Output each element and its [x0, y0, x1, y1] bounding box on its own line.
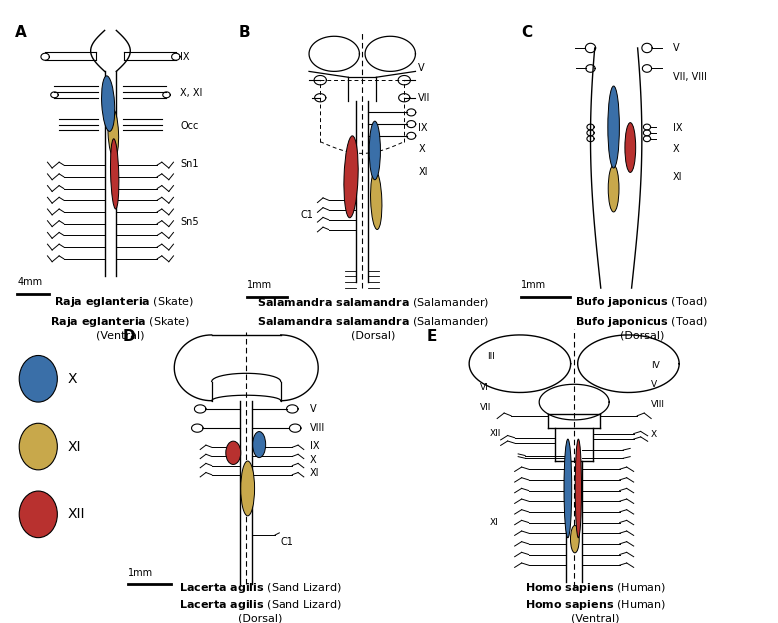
Text: XII: XII: [68, 507, 85, 521]
Text: $\mathbf{Salamandra\ salamandra}$ (Salamander): $\mathbf{Salamandra\ salamandra}$ (Salam…: [258, 315, 489, 328]
Text: III: III: [487, 353, 495, 361]
Text: E: E: [427, 330, 437, 345]
Text: VII, VIII: VII, VIII: [673, 72, 706, 82]
Ellipse shape: [575, 439, 581, 538]
Text: X: X: [310, 455, 316, 465]
Text: $\mathbf{Bufo\ japonicus}$ (Toad): $\mathbf{Bufo\ japonicus}$ (Toad): [575, 315, 709, 328]
Text: IX: IX: [310, 441, 319, 451]
Text: $\mathbf{Raja\ eglanteria}$ (Skate): $\mathbf{Raja\ eglanteria}$ (Skate): [51, 315, 191, 328]
Text: XII: XII: [490, 429, 502, 438]
Text: XI: XI: [673, 172, 682, 182]
Ellipse shape: [240, 461, 254, 516]
Text: $\mathbf{Lacerta\ agilis}$ (Sand Lizard): $\mathbf{Lacerta\ agilis}$ (Sand Lizard): [179, 581, 342, 596]
Ellipse shape: [102, 76, 114, 131]
Text: V: V: [651, 380, 657, 389]
Text: Sn1: Sn1: [180, 159, 199, 169]
Text: XI: XI: [310, 468, 319, 478]
Text: X: X: [651, 430, 657, 439]
Text: IX: IX: [419, 123, 428, 133]
Text: B: B: [239, 24, 251, 39]
Text: $\mathbf{Salamandra\ salamandra}$ (Salamander): $\mathbf{Salamandra\ salamandra}$ (Salam…: [258, 295, 489, 308]
Text: IV: IV: [651, 361, 660, 369]
Text: 1mm: 1mm: [247, 280, 272, 290]
Text: $\mathbf{Raja\ eglanteria}$ (Skate): $\mathbf{Raja\ eglanteria}$ (Skate): [54, 295, 194, 308]
Text: VIII: VIII: [310, 423, 325, 433]
Text: $\mathbf{Lacerta\ agilis}$ (Sand Lizard): $\mathbf{Lacerta\ agilis}$ (Sand Lizard): [179, 598, 342, 612]
Ellipse shape: [564, 439, 572, 538]
Text: A: A: [15, 24, 26, 39]
Text: (Dorsal): (Dorsal): [619, 330, 664, 340]
Ellipse shape: [608, 86, 619, 168]
Ellipse shape: [608, 165, 619, 212]
Ellipse shape: [19, 423, 58, 470]
Ellipse shape: [370, 171, 382, 229]
Text: Occ: Occ: [180, 121, 199, 131]
Text: (Dorsal): (Dorsal): [238, 614, 283, 623]
Text: $\mathbf{Homo\ sapiens}$ (Human): $\mathbf{Homo\ sapiens}$ (Human): [524, 598, 666, 612]
Text: D: D: [122, 330, 135, 345]
Text: X, XI: X, XI: [180, 88, 203, 98]
Ellipse shape: [19, 356, 58, 402]
Text: 1mm: 1mm: [521, 280, 546, 290]
Ellipse shape: [108, 108, 118, 158]
Text: XI: XI: [490, 518, 499, 527]
Text: IX: IX: [673, 123, 682, 133]
Text: $\mathbf{Bufo\ japonicus}$ (Toad): $\mathbf{Bufo\ japonicus}$ (Toad): [575, 295, 709, 308]
Text: Sn5: Sn5: [180, 217, 199, 227]
Text: C: C: [521, 24, 532, 39]
Text: C1: C1: [281, 537, 293, 547]
Text: XI: XI: [419, 168, 428, 178]
Text: 1mm: 1mm: [128, 568, 153, 578]
Text: V: V: [419, 64, 425, 74]
Ellipse shape: [370, 121, 380, 180]
Ellipse shape: [570, 525, 580, 553]
Text: VIII: VIII: [651, 401, 665, 409]
Text: X: X: [673, 144, 679, 154]
Ellipse shape: [625, 123, 636, 173]
Text: X: X: [68, 372, 77, 386]
Ellipse shape: [226, 441, 240, 465]
Text: C1: C1: [300, 210, 314, 220]
Text: XI: XI: [68, 440, 81, 454]
Text: VII: VII: [419, 93, 431, 103]
Text: V: V: [310, 404, 316, 414]
Text: VI: VI: [479, 383, 489, 391]
Ellipse shape: [19, 491, 58, 538]
Text: $\mathbf{Homo\ sapiens}$ (Human): $\mathbf{Homo\ sapiens}$ (Human): [524, 581, 666, 596]
Text: V: V: [673, 43, 679, 53]
Text: VII: VII: [479, 403, 491, 412]
Text: (Ventral): (Ventral): [96, 330, 145, 340]
Text: (Dorsal): (Dorsal): [351, 330, 396, 340]
Ellipse shape: [344, 136, 358, 218]
Text: (Ventral): (Ventral): [571, 614, 619, 623]
Text: IX: IX: [180, 52, 190, 62]
Text: X: X: [419, 144, 425, 154]
Ellipse shape: [110, 139, 119, 209]
Text: 4mm: 4mm: [17, 277, 42, 287]
Ellipse shape: [253, 432, 265, 457]
